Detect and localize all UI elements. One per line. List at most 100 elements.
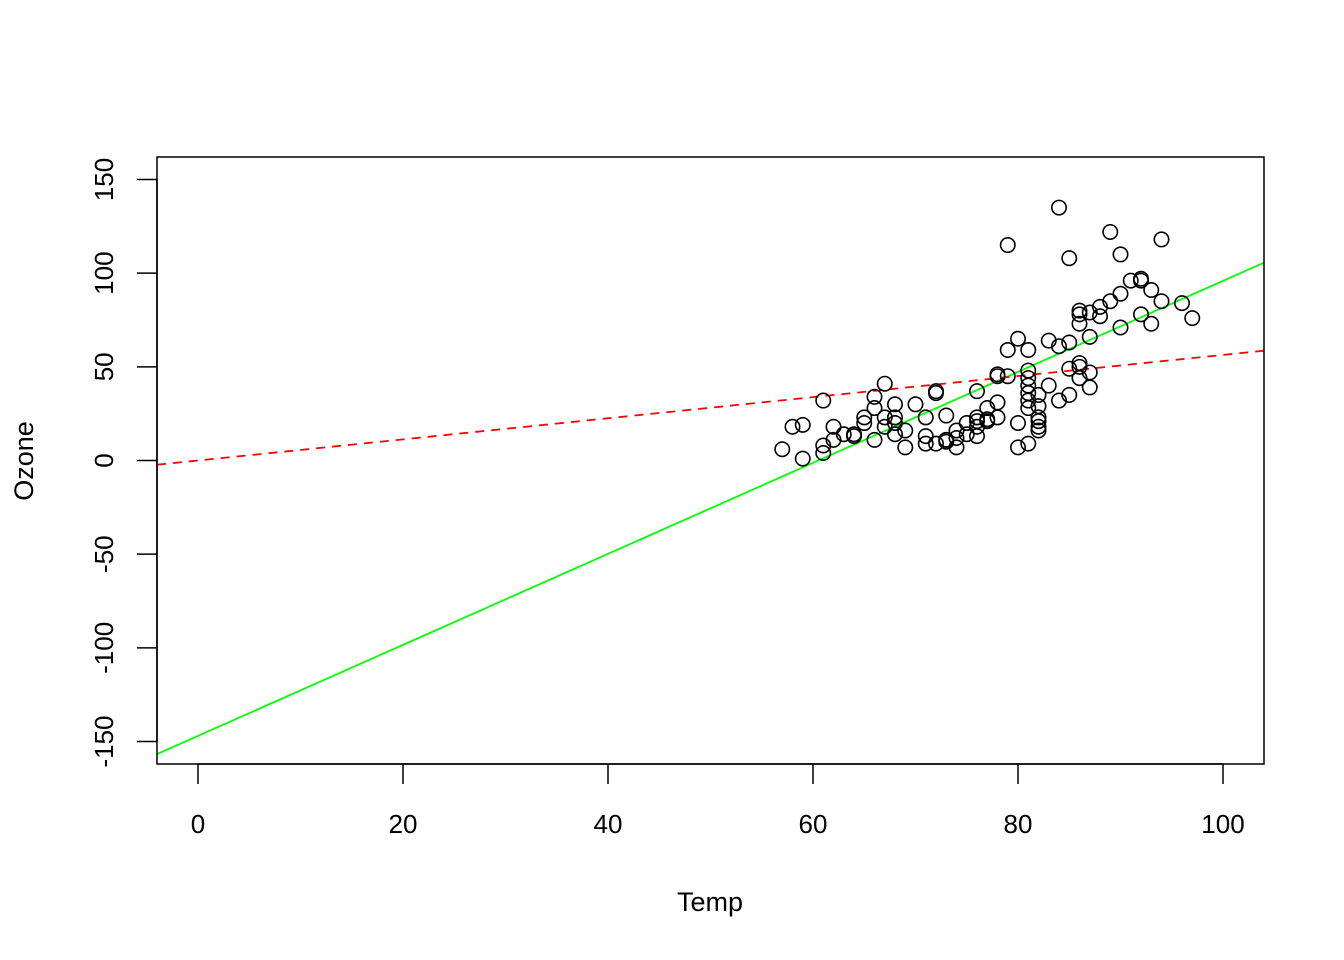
data-point: [835, 426, 852, 443]
data-point: [1071, 315, 1088, 332]
data-point: [856, 409, 873, 426]
data-point: [886, 426, 903, 443]
data-point: [1071, 370, 1088, 387]
data-point: [1020, 400, 1037, 417]
data-point: [1051, 338, 1068, 355]
data-point: [1051, 392, 1068, 409]
y-tick-label: -50: [89, 535, 119, 573]
data-point: [968, 383, 985, 400]
data-point: [1102, 293, 1119, 310]
data-point: [1020, 392, 1037, 409]
data-point: [907, 396, 924, 413]
data-point: [1061, 360, 1078, 377]
data-point: [1051, 199, 1068, 216]
data-point: [1071, 358, 1088, 375]
data-point: [938, 431, 955, 448]
x-tick-label: 100: [1201, 809, 1244, 839]
y-tick-label: 100: [89, 251, 119, 294]
y-tick-label: -100: [89, 622, 119, 674]
data-point: [968, 418, 985, 435]
data-point: [1184, 310, 1201, 327]
data-point: [1061, 386, 1078, 403]
x-axis: 0 20 40 60 80 100: [191, 763, 1245, 839]
data-point: [886, 396, 903, 413]
y-tick-label: -150: [89, 715, 119, 767]
data-point: [815, 392, 832, 409]
data-point: [989, 368, 1006, 385]
data-point: [886, 415, 903, 432]
data-point: [1122, 272, 1139, 289]
data-point: [1020, 435, 1037, 452]
data-point: [1081, 304, 1098, 321]
data-point: [815, 445, 832, 462]
y-tick-label: 0: [89, 453, 119, 467]
x-tick-label: 40: [594, 809, 623, 839]
data-point: [886, 409, 903, 426]
data-point: [784, 418, 801, 435]
data-point: [876, 375, 893, 392]
data-point: [948, 422, 965, 439]
data-point: [1009, 415, 1026, 432]
x-tick-label: 20: [389, 809, 418, 839]
data-point: [1081, 328, 1098, 345]
data-point: [1143, 315, 1160, 332]
data-point: [1133, 272, 1150, 289]
data-point: [1112, 319, 1129, 336]
data-point: [866, 388, 883, 405]
data-point: [845, 426, 862, 443]
data-point: [1071, 306, 1088, 323]
data-point: [897, 422, 914, 439]
data-point: [1153, 231, 1170, 248]
data-point: [825, 431, 842, 448]
data-point: [958, 426, 975, 443]
data-point: [1092, 298, 1109, 315]
x-tick-label: 60: [799, 809, 828, 839]
y-axis: -150 -100 -50 0 50 100 150: [89, 158, 158, 768]
data-point: [1143, 282, 1160, 299]
data-point: [1092, 308, 1109, 325]
data-point: [958, 415, 975, 432]
data-point: [1112, 285, 1129, 302]
data-point: [948, 439, 965, 456]
fit-lines: [157, 261, 1264, 755]
data-point: [979, 413, 996, 430]
data-point: [1009, 439, 1026, 456]
data-point: [1040, 377, 1057, 394]
data-point: [1030, 413, 1047, 430]
data-point: [876, 409, 893, 426]
data-point: [856, 415, 873, 432]
data-points: [774, 199, 1201, 467]
data-point: [815, 437, 832, 454]
data-point: [1174, 295, 1191, 312]
data-point: [866, 431, 883, 448]
data-point: [1112, 246, 1129, 263]
data-point: [1153, 293, 1170, 310]
data-point: [1133, 306, 1150, 323]
data-point: [866, 400, 883, 417]
y-axis-title: Ozone: [9, 421, 39, 501]
y-tick-label: 150: [89, 158, 119, 201]
data-point: [1009, 330, 1026, 347]
data-point: [968, 409, 985, 426]
x-tick-label: 0: [191, 809, 205, 839]
data-point: [1061, 334, 1078, 351]
data-point: [1020, 341, 1037, 358]
data-point: [825, 418, 842, 435]
data-point: [794, 450, 811, 467]
data-point: [917, 435, 934, 452]
data-point: [927, 385, 944, 402]
data-point: [999, 237, 1016, 254]
data-point: [794, 416, 811, 433]
data-point: [774, 441, 791, 458]
data-point: [917, 428, 934, 445]
data-point: [1040, 332, 1057, 349]
solid-green-line: [157, 261, 1264, 755]
data-point: [876, 418, 893, 435]
data-point: [1030, 409, 1047, 426]
data-point: [989, 409, 1006, 426]
data-point: [948, 430, 965, 447]
data-point: [1081, 379, 1098, 396]
data-point: [1061, 250, 1078, 267]
x-tick-label: 80: [1004, 809, 1033, 839]
